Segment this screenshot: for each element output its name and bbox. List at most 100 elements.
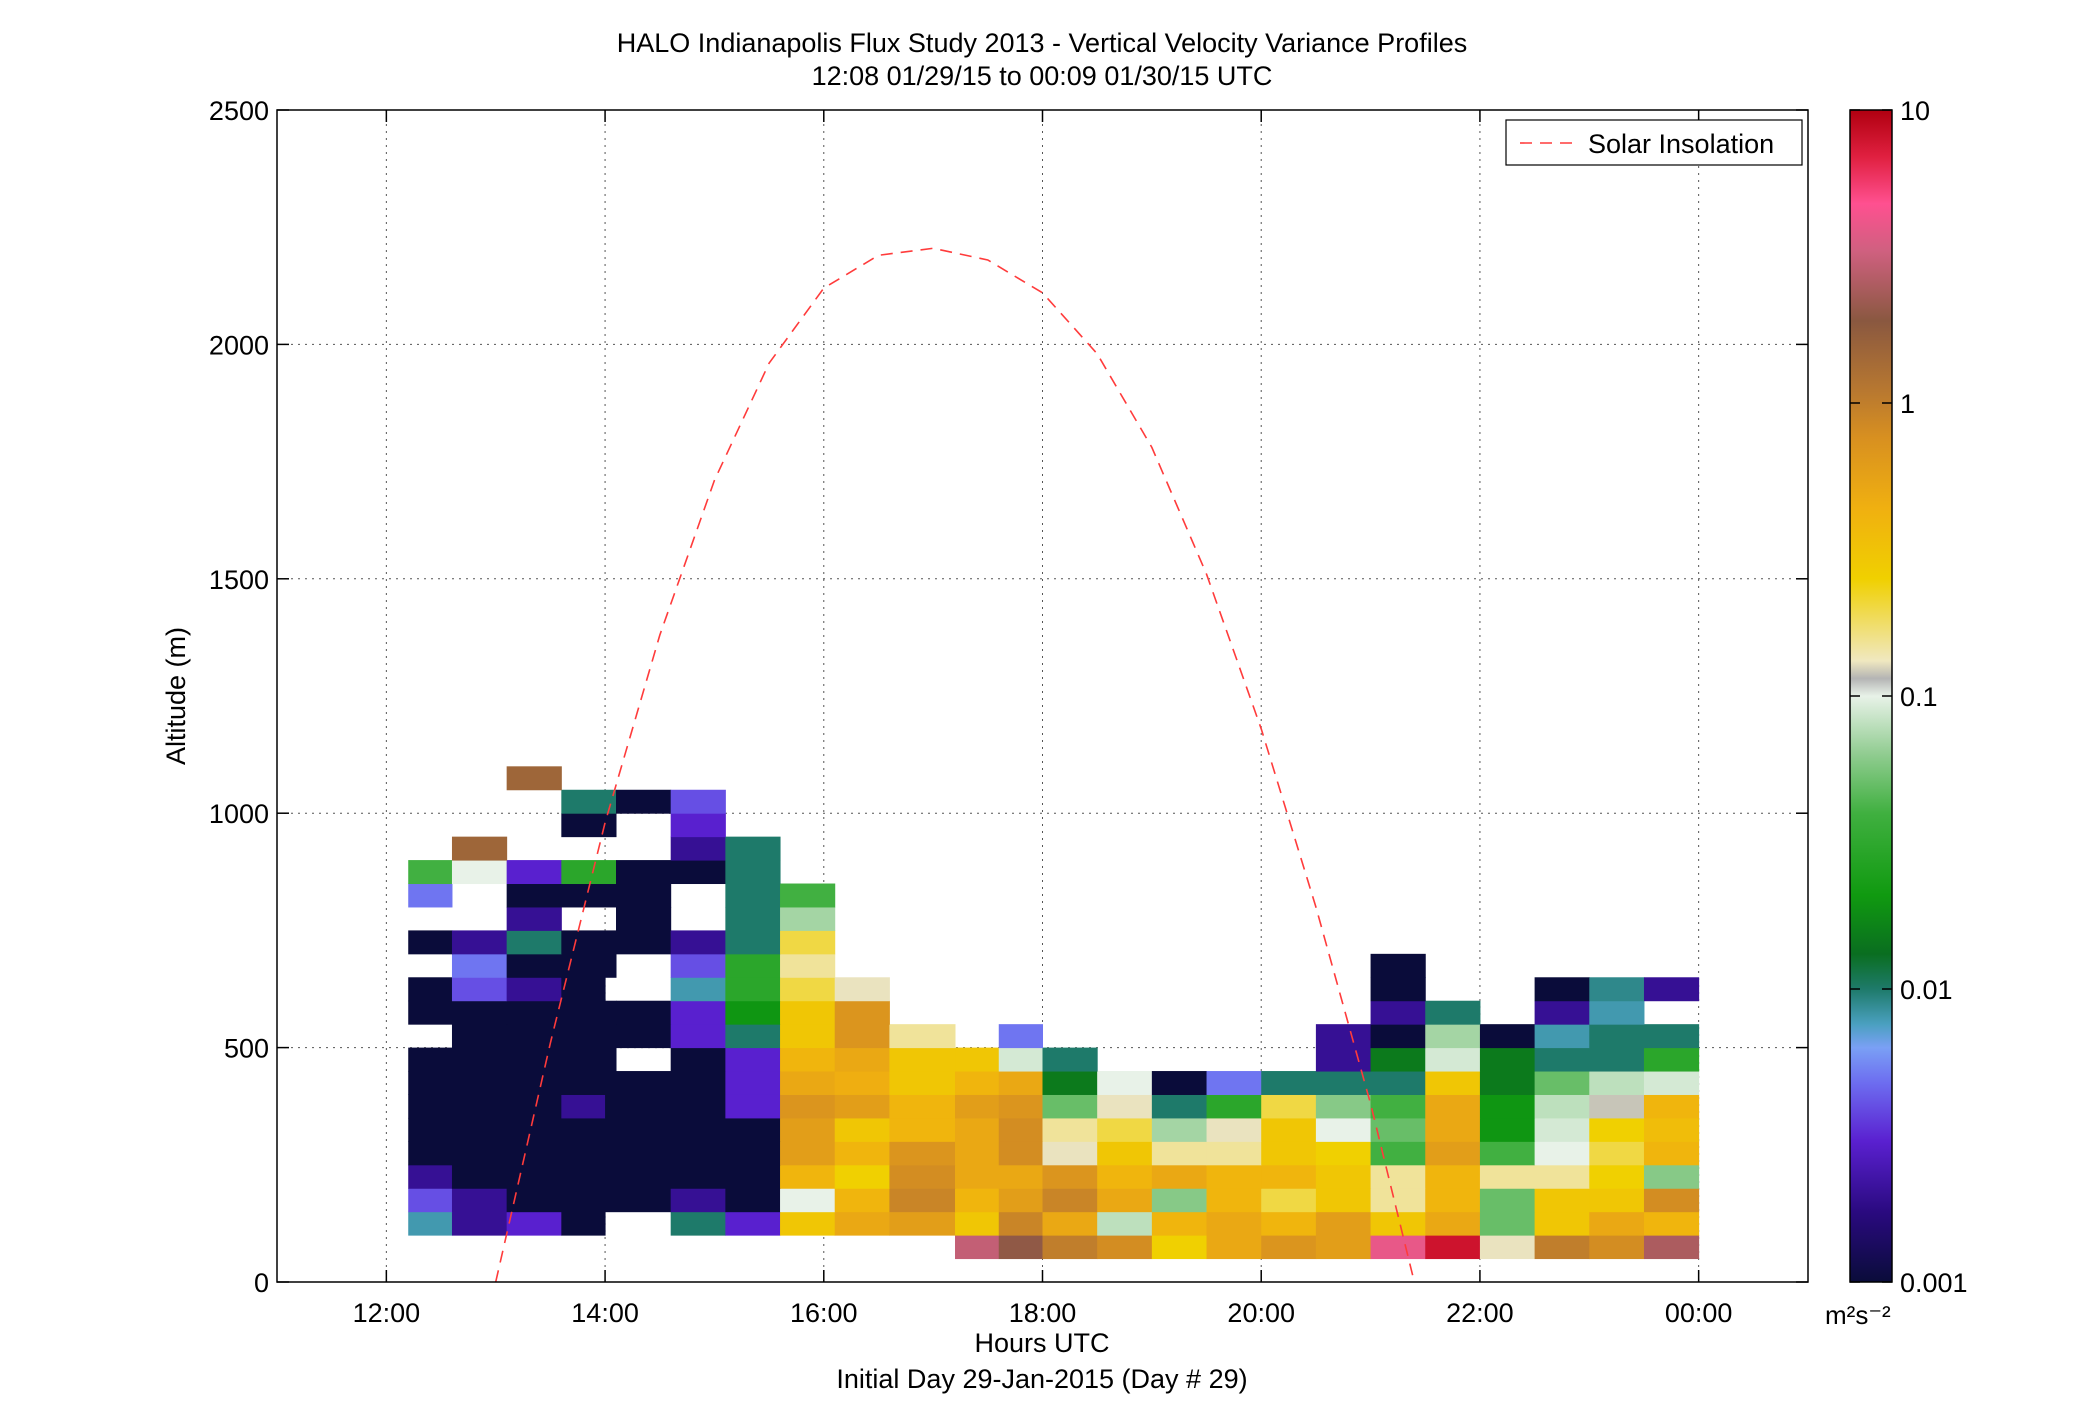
heatmap-cell (1589, 1047, 1645, 1072)
heatmap-cell (561, 930, 617, 955)
heatmap-cell (1425, 1024, 1481, 1049)
heatmap-cell (670, 1211, 726, 1236)
heatmap-cell (1042, 1071, 1098, 1095)
heatmap-cell (451, 1211, 508, 1236)
heatmap-cell (1589, 1117, 1645, 1142)
heatmap-cell (1479, 1071, 1536, 1095)
heatmap-cell (1479, 1024, 1536, 1049)
heatmap-cell (670, 1000, 726, 1025)
heatmap-cell (998, 1024, 1043, 1049)
heatmap-cell (1151, 1094, 1208, 1119)
heatmap-cell (1315, 1164, 1372, 1189)
heatmap-cell (1370, 1188, 1426, 1213)
heatmap-cell (1151, 1141, 1208, 1166)
heatmap-cell (1479, 1235, 1536, 1260)
y-tick-label: 0 (254, 1268, 269, 1298)
heatmap-cell (1206, 1164, 1262, 1189)
heatmap-cell (1370, 953, 1426, 978)
heatmap-cell (1534, 1024, 1590, 1049)
heatmap-cell (1097, 1188, 1153, 1213)
heatmap-cell (451, 1188, 508, 1213)
heatmap-cell (1425, 1164, 1481, 1189)
heatmap-cell (1151, 1188, 1208, 1213)
heatmap-cell (1425, 1188, 1481, 1213)
heatmap-cell (780, 1164, 836, 1189)
x-axis-label-2: Initial Day 29-Jan-2015 (Day # 29) (836, 1364, 1247, 1394)
heatmap-cell (834, 1117, 890, 1142)
heatmap-cell (1534, 1094, 1590, 1119)
x-axis-label: Hours UTC (974, 1328, 1109, 1358)
heatmap-cell (408, 1094, 562, 1119)
heatmap-cell (670, 789, 726, 814)
heatmap-cell (834, 1047, 890, 1072)
heatmap-cell (451, 953, 508, 978)
heatmap-cell (1643, 1188, 1700, 1213)
heatmap-cell (451, 1024, 672, 1049)
heatmap-cell (1589, 1141, 1645, 1166)
heatmap-cell (1589, 1094, 1645, 1119)
heatmap-cell (408, 860, 453, 885)
heatmap-cell (1479, 1211, 1536, 1236)
heatmap-cell (670, 953, 726, 978)
heatmap-cell (1589, 1071, 1645, 1095)
heatmap-cell (1589, 1024, 1645, 1049)
heatmap-cell (1261, 1071, 1317, 1095)
heatmap-cell (1425, 1117, 1481, 1142)
heatmap-cell (670, 1024, 726, 1049)
heatmap-cell (408, 1000, 508, 1025)
heatmap-cell (670, 836, 726, 861)
legend: Solar Insolation (1505, 119, 1803, 166)
heatmap-cell (1370, 1141, 1426, 1166)
heatmap-cell (1261, 1211, 1317, 1236)
heatmap-cell (1097, 1117, 1153, 1142)
heatmap-cell (408, 1141, 781, 1166)
solar-insolation-line (494, 247, 1416, 1282)
heatmap-cell (561, 1094, 606, 1119)
heatmap-cell (561, 813, 617, 838)
heatmap-cell (1097, 1164, 1153, 1189)
heatmap-cell (1097, 1235, 1153, 1260)
heatmap-cell (1643, 1071, 1700, 1095)
heatmap-cell (1151, 1164, 1208, 1189)
heatmap-cell (408, 1047, 617, 1072)
heatmap-cell (1206, 1141, 1262, 1166)
heatmap-cell (780, 1047, 836, 1072)
heatmap-cell (998, 1164, 1043, 1189)
heatmap-cell (506, 1000, 617, 1025)
y-tick-label: 1500 (209, 565, 269, 595)
heatmap-cell (1315, 1211, 1372, 1236)
heatmap-cell (561, 953, 617, 978)
heatmap-cell (780, 1024, 836, 1049)
heatmap-cell (1315, 1235, 1372, 1260)
heatmap-cell (1315, 1094, 1372, 1119)
x-tick-label: 14:00 (571, 1298, 639, 1328)
heatmap-cell (725, 930, 781, 955)
heatmap-cell (1589, 1188, 1645, 1213)
heatmap-cell (1643, 1047, 1700, 1072)
heatmap-cell (408, 1117, 781, 1142)
heatmap-cell (616, 789, 672, 814)
heatmap-cell (955, 1071, 1000, 1095)
heatmap-cell (780, 1141, 836, 1166)
heatmap-cell (1534, 1047, 1590, 1072)
x-tick-label: 22:00 (1446, 1298, 1514, 1328)
heatmap-cell (780, 977, 836, 1002)
heatmap-cell (1589, 1211, 1645, 1236)
heatmap-cell (506, 1188, 672, 1213)
heatmap-cell (1206, 1071, 1262, 1095)
heatmap-cell (998, 1047, 1043, 1072)
heatmap-cell (1370, 1094, 1426, 1119)
heatmap-cell (1042, 1141, 1098, 1166)
heatmap-cell (725, 1211, 781, 1236)
heatmap-cell (725, 953, 781, 978)
heatmap-cell (670, 1047, 726, 1072)
heatmap-cell (1479, 1094, 1536, 1119)
chart-title: HALO Indianapolis Flux Study 2013 - Vert… (617, 28, 1467, 58)
heatmap-cell (408, 977, 453, 1002)
heatmap-cell (955, 1117, 1000, 1142)
heatmap-cell (1206, 1094, 1262, 1119)
heatmap-cell (1643, 1094, 1700, 1119)
heatmap-cell (506, 860, 562, 885)
heatmap-cell (1370, 1000, 1426, 1025)
heatmap-cell (451, 860, 508, 885)
